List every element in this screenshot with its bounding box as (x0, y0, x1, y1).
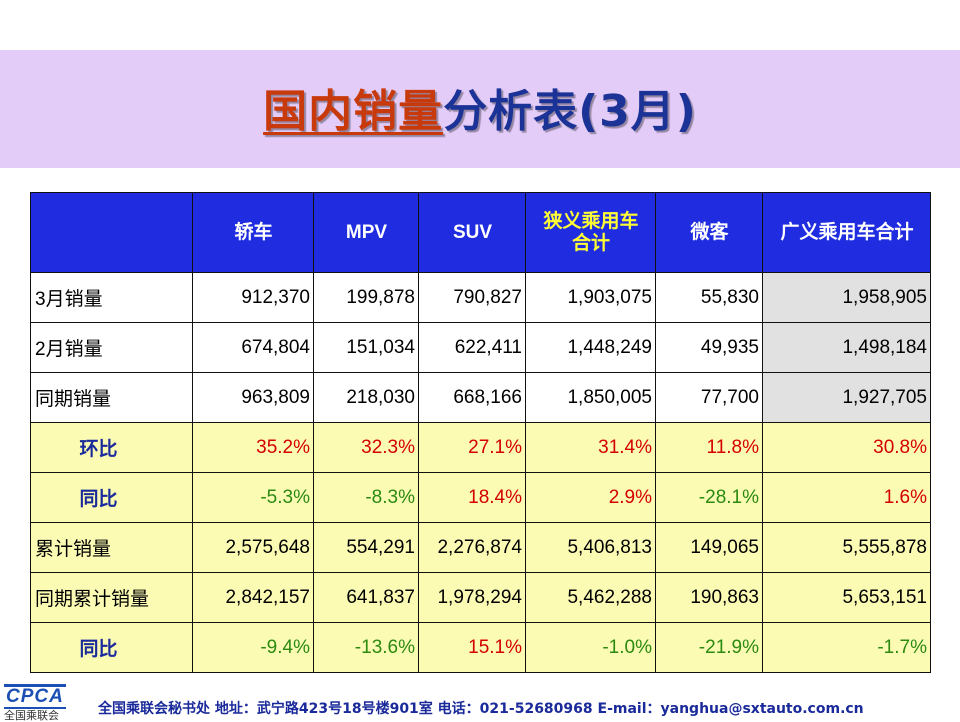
table-cell: 218,030 (313, 372, 419, 423)
table-cell: 15.1% (418, 622, 526, 673)
table-cell: 554,291 (313, 522, 419, 573)
table-cell: -21.9% (655, 622, 763, 673)
table-cell: 674,804 (192, 322, 314, 373)
row-label: 累计销量 (30, 522, 193, 573)
table-cell: 790,827 (418, 272, 526, 323)
table-cell: -9.4% (192, 622, 314, 673)
table-row: 同比 -5.3% -8.3% 18.4% 2.9% -28.1% 1.6% (30, 472, 931, 523)
row-label: 2月销量 (30, 322, 193, 373)
table-cell: 5,653,151 (762, 572, 931, 623)
table-cell: 30.8% (762, 422, 931, 473)
table-cell: 2.9% (525, 472, 656, 523)
table-cell: -5.3% (192, 472, 314, 523)
table-cell: 151,034 (313, 322, 419, 373)
table-cell: 1,978,294 (418, 572, 526, 623)
logo-subtitle: 全国乘联会 (4, 709, 59, 722)
table-cell: 32.3% (313, 422, 419, 473)
table-cell: 5,462,288 (525, 572, 656, 623)
table-row: 累计销量 2,575,648 554,291 2,276,874 5,406,8… (30, 522, 931, 573)
table-cell: 1,958,905 (762, 272, 931, 323)
table-cell: 2,276,874 (418, 522, 526, 573)
title-band (0, 50, 960, 168)
header-cell-blank (30, 192, 193, 273)
header-sedan: 轿车 (192, 192, 314, 273)
table-cell: 27.1% (418, 422, 526, 473)
logo-mark: CPCA (4, 684, 66, 709)
header-mpv: MPV (313, 192, 419, 273)
table-cell: 1,903,075 (525, 272, 656, 323)
sales-table: 轿车 MPV SUV 狭义乘用车合计 微客 广义乘用车合计 3月销量 912,3… (30, 192, 931, 673)
cpca-logo: CPCA 全国乘联会 (4, 684, 82, 722)
table-cell: 1,850,005 (525, 372, 656, 423)
table-cell: 1,927,705 (762, 372, 931, 423)
title-part-2: 分析表(3月) (443, 86, 697, 137)
table-cell: 77,700 (655, 372, 763, 423)
table-cell: 622,411 (418, 322, 526, 373)
row-label: 同比 (30, 472, 193, 523)
header-broad-total: 广义乘用车合计 (762, 192, 931, 273)
table-row: 3月销量 912,370 199,878 790,827 1,903,075 5… (30, 272, 931, 323)
table-cell: -1.7% (762, 622, 931, 673)
table-cell: 963,809 (192, 372, 314, 423)
row-label: 环比 (30, 422, 193, 473)
contact-info: 全国乘联会秘书处 地址：武宁路423号18号楼901室 电话：021-52680… (98, 701, 864, 717)
table-row: 环比 35.2% 32.3% 27.1% 31.4% 11.8% 30.8% (30, 422, 931, 473)
row-label: 同期销量 (30, 372, 193, 423)
page-title: 国内销量分析表(3月) (0, 82, 960, 142)
table-cell: -1.0% (525, 622, 656, 673)
table-cell: 199,878 (313, 272, 419, 323)
row-label: 同比 (30, 622, 193, 673)
header-narrow-total-text: 狭义乘用车合计 (543, 210, 639, 254)
header-microvan: 微客 (655, 192, 763, 273)
table-cell: 1,498,184 (762, 322, 931, 373)
table-cell: -13.6% (313, 622, 419, 673)
table-cell: 2,842,157 (192, 572, 314, 623)
table-cell: 912,370 (192, 272, 314, 323)
table-cell: 49,935 (655, 322, 763, 373)
title-part-1: 国内销量 (263, 86, 444, 137)
row-label: 3月销量 (30, 272, 193, 323)
footer: CPCA 全国乘联会 全国乘联会秘书处 地址：武宁路423号18号楼901室 电… (0, 682, 960, 722)
table-cell: 668,166 (418, 372, 526, 423)
table-cell: 11.8% (655, 422, 763, 473)
table-cell: 31.4% (525, 422, 656, 473)
table-cell: 1,448,249 (525, 322, 656, 373)
table-cell: 149,065 (655, 522, 763, 573)
table-cell: -28.1% (655, 472, 763, 523)
table-cell: 5,555,878 (762, 522, 931, 573)
table-cell: -8.3% (313, 472, 419, 523)
row-label: 同期累计销量 (30, 572, 193, 623)
table-header-row: 轿车 MPV SUV 狭义乘用车合计 微客 广义乘用车合计 (30, 192, 931, 273)
table-cell: 1.6% (762, 472, 931, 523)
table-row: 同期累计销量 2,842,157 641,837 1,978,294 5,462… (30, 572, 931, 623)
table-cell: 2,575,648 (192, 522, 314, 573)
table-row: 2月销量 674,804 151,034 622,411 1,448,249 4… (30, 322, 931, 373)
header-narrow-total: 狭义乘用车合计 (525, 192, 656, 273)
table-row: 同比 -9.4% -13.6% 15.1% -1.0% -21.9% -1.7% (30, 622, 931, 673)
table-cell: 18.4% (418, 472, 526, 523)
header-suv: SUV (418, 192, 526, 273)
table-row: 同期销量 963,809 218,030 668,166 1,850,005 7… (30, 372, 931, 423)
table-cell: 35.2% (192, 422, 314, 473)
table-cell: 641,837 (313, 572, 419, 623)
table-cell: 190,863 (655, 572, 763, 623)
table-cell: 55,830 (655, 272, 763, 323)
table-cell: 5,406,813 (525, 522, 656, 573)
